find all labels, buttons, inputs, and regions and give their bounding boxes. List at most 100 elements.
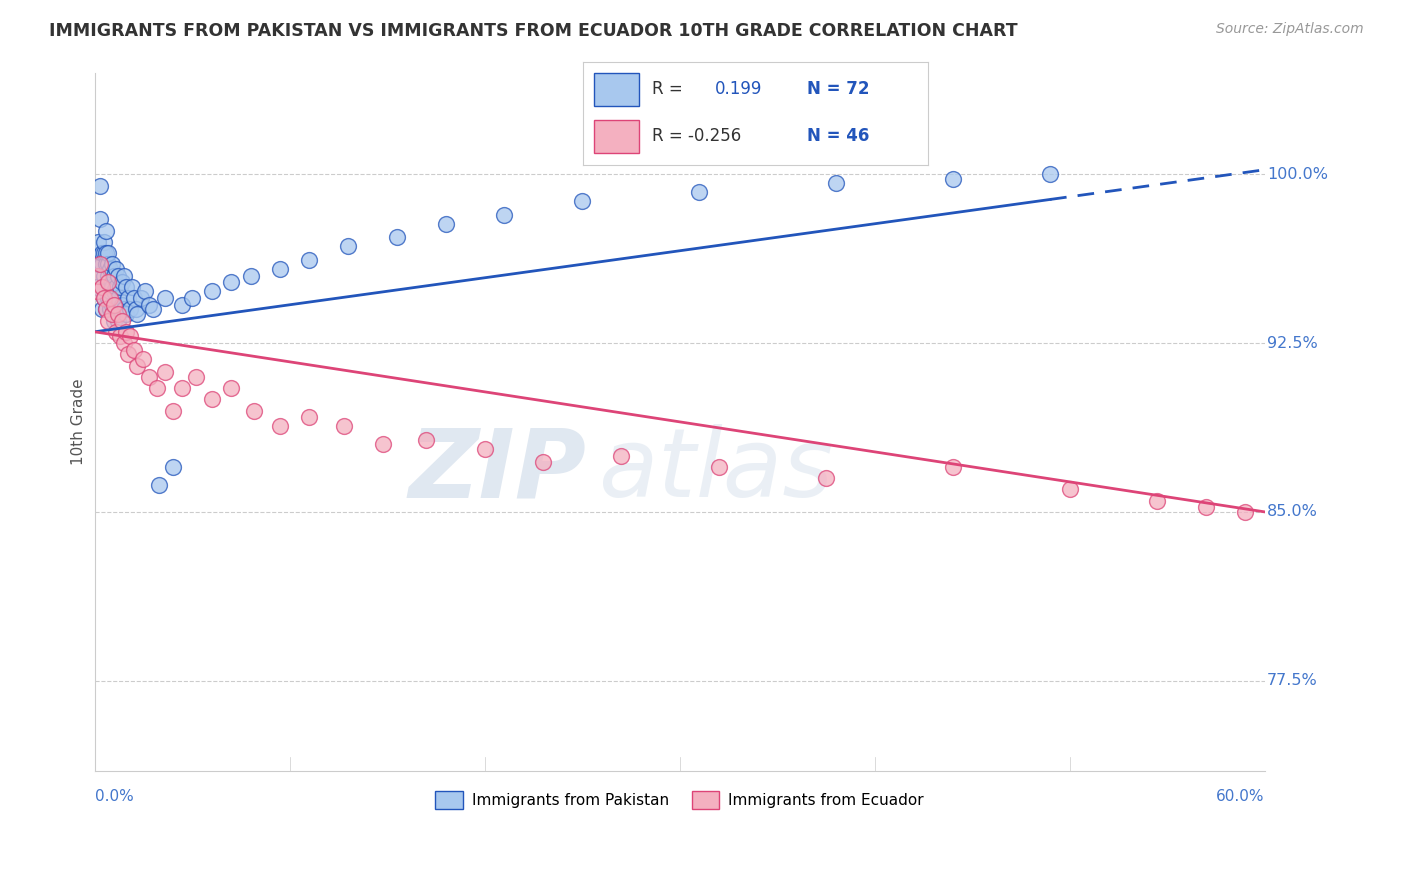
Point [814,471,837,485]
Point [610,449,633,463]
Point [101,307,124,321]
Point [98,285,121,299]
Point [107,291,129,305]
Point [434,217,457,231]
Point [132,351,155,366]
Point [243,403,266,417]
Point [184,369,207,384]
Point [97,275,120,289]
Point [112,336,135,351]
Point [688,186,710,200]
Point [103,285,125,299]
Point [91,302,114,317]
Text: 0.199: 0.199 [714,80,762,98]
Text: 100.0%: 100.0% [1267,167,1327,182]
Point [138,298,160,312]
Point [98,291,121,305]
Point [415,433,437,447]
Point [107,268,129,283]
Point [298,252,321,267]
Point [105,302,128,317]
Point [117,347,139,361]
Point [134,285,156,299]
Point [111,275,134,289]
Point [531,455,554,469]
Point [89,178,111,193]
Point [87,268,110,283]
Point [181,291,204,305]
Point [87,235,110,249]
Point [105,280,128,294]
Point [571,194,593,209]
Point [127,359,149,373]
Point [112,268,135,283]
Point [97,291,120,305]
Point [146,381,169,395]
Point [142,302,165,317]
Point [93,291,115,305]
Point [1146,493,1168,508]
Point [333,419,356,434]
Point [707,459,730,474]
Point [96,302,118,317]
Y-axis label: 10th Grade: 10th Grade [72,378,86,465]
Point [219,275,242,289]
Point [103,313,125,327]
Text: 60.0%: 60.0% [1216,789,1264,804]
Point [385,230,408,244]
Point [87,257,110,271]
Point [98,261,121,276]
Point [121,280,143,294]
Point [138,369,160,384]
Point [91,257,114,271]
Text: N = 72: N = 72 [807,80,870,98]
Point [96,223,118,237]
Point [200,285,222,299]
Point [373,437,395,451]
Point [1195,500,1218,515]
Point [107,313,129,327]
Point [96,257,118,271]
Text: 85.0%: 85.0% [1267,504,1317,519]
Point [148,478,170,492]
Point [172,381,194,395]
Point [162,459,184,474]
Text: 0.0%: 0.0% [94,789,134,804]
Point [824,176,846,190]
Point [269,261,291,276]
Legend: Immigrants from Pakistan, Immigrants from Ecuador: Immigrants from Pakistan, Immigrants fro… [429,784,931,815]
Point [124,302,146,317]
Point [108,302,131,317]
Point [101,257,124,271]
Point [117,291,139,305]
Point [337,239,360,253]
Point [1039,167,1062,181]
Point [153,291,176,305]
Point [1059,483,1081,497]
Point [269,419,291,434]
Point [127,307,149,321]
Point [93,268,115,283]
Text: R = -0.256: R = -0.256 [652,128,741,145]
Point [941,171,963,186]
Point [153,365,176,379]
Text: ZIP: ZIP [408,425,586,517]
Point [103,268,125,283]
Point [97,313,120,327]
Point [89,257,111,271]
Text: R =: R = [652,80,683,98]
Point [105,261,128,276]
Point [118,302,141,317]
Point [93,291,115,305]
Text: N = 46: N = 46 [807,128,870,145]
Point [219,381,242,395]
Point [89,212,111,227]
Point [111,313,134,327]
Point [107,307,129,321]
Point [239,268,262,283]
Point [941,459,963,474]
Point [97,268,120,283]
Point [97,246,120,260]
Point [97,257,120,271]
Point [200,392,222,407]
